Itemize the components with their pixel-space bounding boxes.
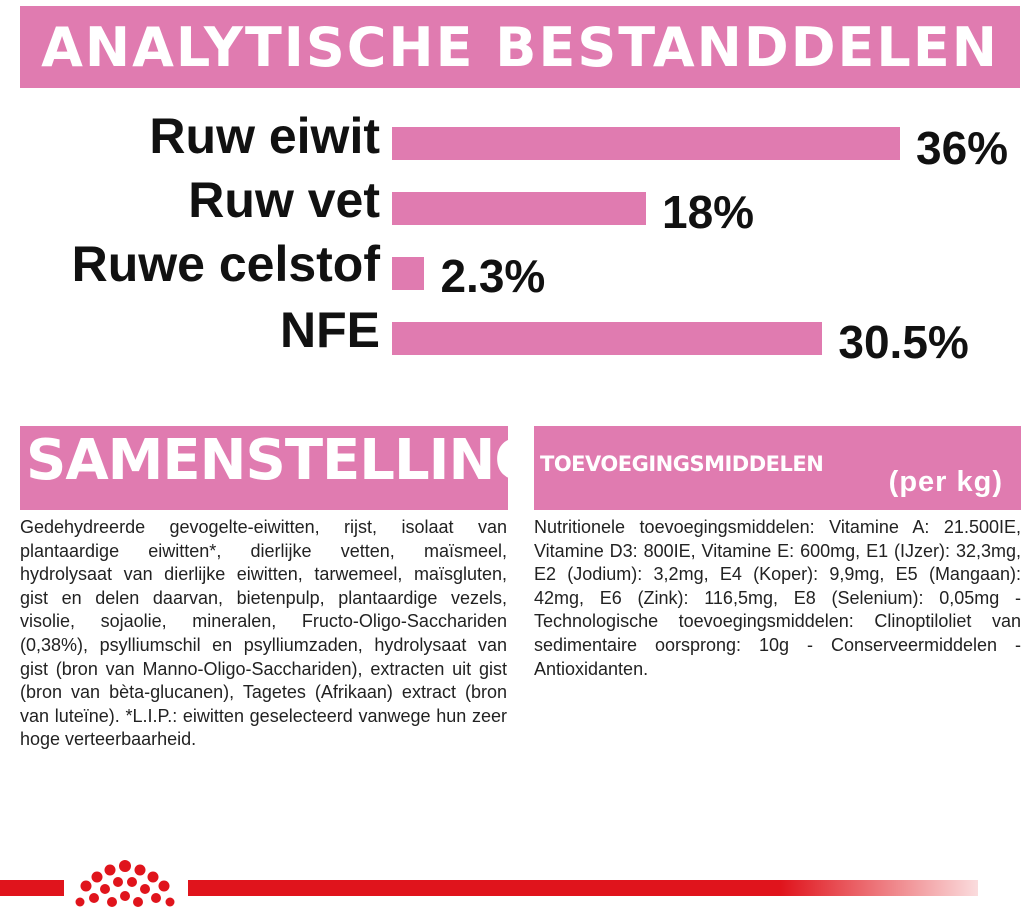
bar-label-nfe: NFE	[280, 302, 380, 358]
bar-value-ruwe-celstof: 2.3%	[440, 250, 546, 302]
bar-nfe	[392, 322, 823, 355]
section-title-composition: SAMENSTELLING	[26, 428, 540, 493]
composition-text: Gedehydreerde gevogelte-eiwitten, rijst,…	[20, 517, 507, 750]
composition-header: SAMENSTELLING	[20, 426, 540, 510]
footer-line	[188, 880, 978, 896]
additives-header: TOEVOEGINGSMIDDELEN (per kg)	[534, 426, 1021, 510]
bar-label-ruw-vet: Ruw vet	[188, 172, 380, 228]
section-title-additives: TOEVOEGINGSMIDDELEN	[540, 452, 824, 476]
bar-value-ruw-eiwit: 36%	[916, 122, 1009, 174]
bar-ruw-eiwit	[392, 127, 900, 160]
bar-value-ruw-vet: 18%	[662, 186, 755, 238]
bar-ruw-vet	[392, 192, 646, 225]
bar-label-ruw-eiwit: Ruw eiwit	[149, 108, 380, 164]
bar-value-nfe: 30.5%	[838, 316, 969, 368]
section-title-analysis: ANALYTISCHE BESTANDDELEN	[41, 15, 999, 79]
additives-subtitle: (per kg)	[888, 466, 1003, 498]
title-banner: ANALYTISCHE BESTANDDELEN	[20, 6, 1020, 88]
bar-ruwe-celstof	[392, 257, 425, 290]
additives-text: Nutritionele toevoegingsmiddelen: Vitami…	[534, 517, 1021, 679]
royal-canin-crown-icon	[70, 858, 180, 914]
bar-label-ruwe-celstof: Ruwe celstof	[71, 236, 380, 292]
footer-line-left	[0, 880, 64, 896]
